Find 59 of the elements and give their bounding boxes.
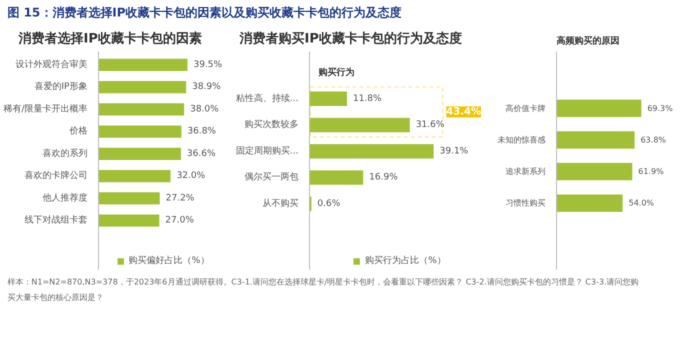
- legend-label: 购买偏好占比（%）: [128, 254, 210, 267]
- bar: [98, 125, 182, 138]
- chart-title: 高频购买的原因: [556, 36, 620, 46]
- y-tick-label: 购买次数较多: [244, 119, 298, 130]
- caption: 图 15：消费者选择IP收藏卡卡包的因素以及购买收藏卡卡包的行为及态度: [7, 6, 402, 20]
- data-label: 11.8%: [352, 94, 382, 104]
- bar: [98, 192, 160, 204]
- data-label: 69.3%: [647, 104, 674, 113]
- bar: [98, 170, 171, 182]
- y-tick-label: 喜爱的IP形象: [34, 81, 88, 92]
- data-label: 39.5%: [193, 60, 223, 70]
- bar: [98, 58, 188, 71]
- data-label: 27.2%: [166, 193, 195, 204]
- chart-title: 消费者购买IP收藏卡卡包的行为及态度: [238, 30, 462, 46]
- text: 样本：N1=N2=870,N3=378，于2023年6月通过调研获得。C3-1.请问您在选择球星卡/明星卡卡包时，会看重以下哪些因素？ C3-2.请问您购买卡包的习惯是？ C3-3.请问您购买大量卡包的核心原因是？: [7, 278, 639, 302]
- bar: [98, 214, 160, 227]
- data-label: 63.8%: [640, 135, 666, 144]
- y-tick-label: 偶尔买一两包: [244, 172, 298, 183]
- text: 43.4%: [446, 106, 482, 118]
- data-label: 27.0%: [165, 216, 194, 226]
- y-tick-label: 从不购买: [262, 198, 298, 209]
- y-tick-label: 追求新系列: [506, 167, 546, 176]
- y-tick-label: 价格: [68, 126, 88, 137]
- bar: [310, 144, 434, 159]
- bar: [310, 92, 347, 106]
- data-label: 54.0%: [628, 198, 654, 208]
- data-label: 61.9%: [638, 167, 664, 176]
- y-tick-label: 高价值卡牌: [506, 104, 546, 113]
- y-tick-label: 喜欢的卡牌公司: [24, 170, 88, 182]
- data-label: 38.9%: [192, 82, 222, 92]
- data-label: 39.1%: [440, 146, 469, 156]
- data-label: 36.8%: [187, 126, 216, 137]
- chart-subtitle: 购买行为: [318, 66, 354, 78]
- bar: [556, 194, 623, 212]
- bar: [310, 118, 410, 132]
- y-tick-label: 粘性高、持续...: [236, 92, 299, 104]
- y-tick-label: 固定周期购买...: [236, 145, 299, 156]
- data-label: 32.0%: [176, 171, 206, 182]
- y-tick-label: 习惯性购买: [506, 198, 546, 208]
- data-label: 0.6%: [317, 198, 341, 209]
- bar: [556, 162, 632, 180]
- data-label: 31.6%: [416, 120, 445, 130]
- legend-label: 购买行为占比（%）: [365, 254, 446, 267]
- y-tick-label: 线下对战组卡套: [24, 214, 88, 226]
- chart-title: 消费者选择IP收藏卡卡包的因素: [18, 30, 202, 46]
- y-tick-label: 他人推荐度: [42, 192, 88, 204]
- y-tick-label: 稀有/限量卡开出概率: [3, 103, 88, 114]
- data-label: 36.6%: [186, 148, 216, 159]
- data-label: 16.9%: [369, 172, 398, 183]
- data-label: 38.0%: [190, 104, 220, 114]
- bar: [98, 103, 184, 116]
- bar: [556, 131, 635, 149]
- bar: [98, 148, 181, 160]
- bar: [310, 170, 364, 185]
- bar: [98, 80, 186, 94]
- y-tick-label: 喜欢的系列: [42, 148, 88, 159]
- y-tick-label: 设计外观符合审美: [16, 58, 88, 70]
- y-tick-label: 未知的惊喜感: [498, 135, 546, 144]
- bar: [556, 100, 642, 118]
